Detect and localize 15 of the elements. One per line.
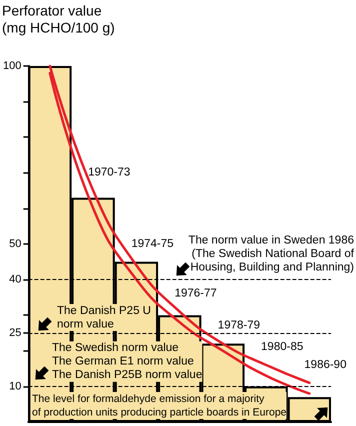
x-tick-label: 1970-73 (88, 166, 130, 179)
y-tick-label: 50 (9, 238, 22, 250)
y-axis-title: Perforator value (mg HCHO/100 g) (2, 2, 115, 36)
ref-line-label: The Swedish norm value The German E1 norm value The Danish P25B norm value (52, 342, 202, 382)
x-tick-label: 1980-85 (261, 341, 304, 354)
ref-line-label: The norm value in Sweden 1986 (The Swedish National Board of Housing, Building and Planning) (188, 234, 355, 274)
legend-label: The Danish P25 U norm value (57, 304, 151, 330)
x-tick-label: 1986-90 (304, 358, 346, 371)
y-tick-label: 40 (9, 274, 22, 286)
x-tick-label: 1976-77 (174, 288, 217, 300)
x-tick-label: 1974-75 (131, 238, 174, 250)
y-tick-label: 10 (9, 380, 22, 392)
x-tick-label: 1978-79 (218, 320, 260, 332)
y-tick-label: 100 (2, 60, 22, 72)
y-tick-label: 25 (9, 327, 22, 339)
